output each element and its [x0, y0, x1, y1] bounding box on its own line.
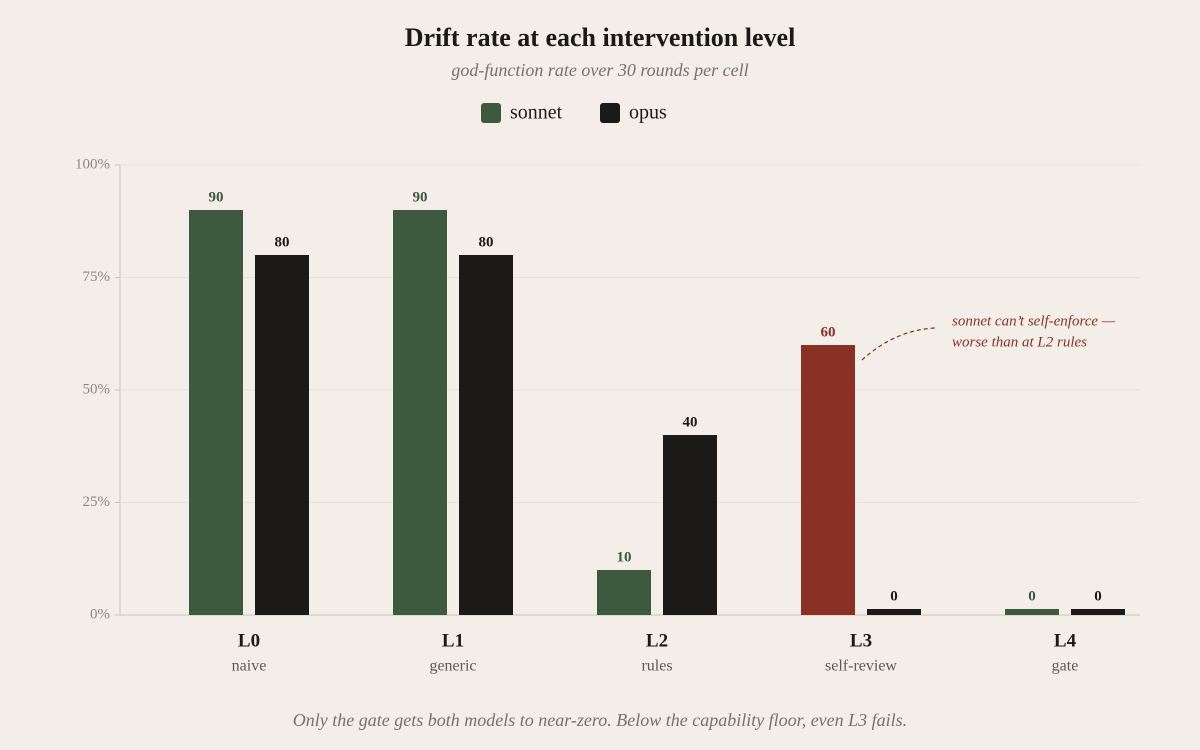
bar — [867, 609, 921, 615]
data-label: 80 — [275, 234, 290, 250]
x-tick-sublabel: gate — [1052, 658, 1079, 675]
y-tick-label: 0% — [90, 606, 110, 622]
x-tick-label: L1 — [442, 630, 464, 651]
bar — [393, 210, 447, 615]
footnote: Only the gate gets both models to near-z… — [293, 710, 907, 730]
data-label: 40 — [683, 414, 698, 430]
legend-swatch — [600, 103, 620, 123]
y-tick-label: 100% — [75, 156, 110, 172]
legend-label: opus — [629, 102, 667, 124]
x-tick-label: L4 — [1054, 630, 1077, 651]
x-tick-label: L2 — [646, 630, 668, 651]
bar — [801, 345, 855, 615]
chart-subtitle: god-function rate over 30 rounds per cel… — [451, 60, 748, 80]
data-label: 10 — [617, 549, 632, 565]
data-label: 0 — [1028, 588, 1036, 604]
x-tick-sublabel: self-review — [825, 658, 897, 675]
y-tick-label: 75% — [83, 269, 111, 285]
annotation-leader — [861, 327, 936, 361]
data-label: 0 — [1094, 588, 1102, 604]
y-tick-label: 50% — [83, 381, 111, 397]
x-tick-sublabel: generic — [429, 658, 476, 675]
data-label: 0 — [890, 588, 898, 604]
bar — [189, 210, 243, 615]
x-tick-sublabel: naive — [232, 658, 267, 675]
data-label: 90 — [209, 189, 224, 205]
y-tick-label: 25% — [83, 494, 111, 510]
x-tick-sublabel: rules — [641, 658, 672, 675]
bar — [1005, 609, 1059, 615]
x-tick-label: L3 — [850, 630, 872, 651]
legend-label: sonnet — [510, 102, 563, 124]
chart-title: Drift rate at each intervention level — [405, 23, 796, 52]
data-label: 90 — [413, 189, 428, 205]
bar — [663, 435, 717, 615]
annotation: sonnet can’t self-enforce — — [952, 313, 1116, 329]
legend-swatch — [481, 103, 501, 123]
annotation: worse than at L2 rules — [952, 334, 1087, 350]
bar — [597, 570, 651, 615]
x-tick-label: L0 — [238, 630, 260, 651]
data-label: 60 — [821, 324, 836, 340]
data-label: 80 — [479, 234, 494, 250]
bar — [459, 255, 513, 615]
bar — [255, 255, 309, 615]
bar — [1071, 609, 1125, 615]
